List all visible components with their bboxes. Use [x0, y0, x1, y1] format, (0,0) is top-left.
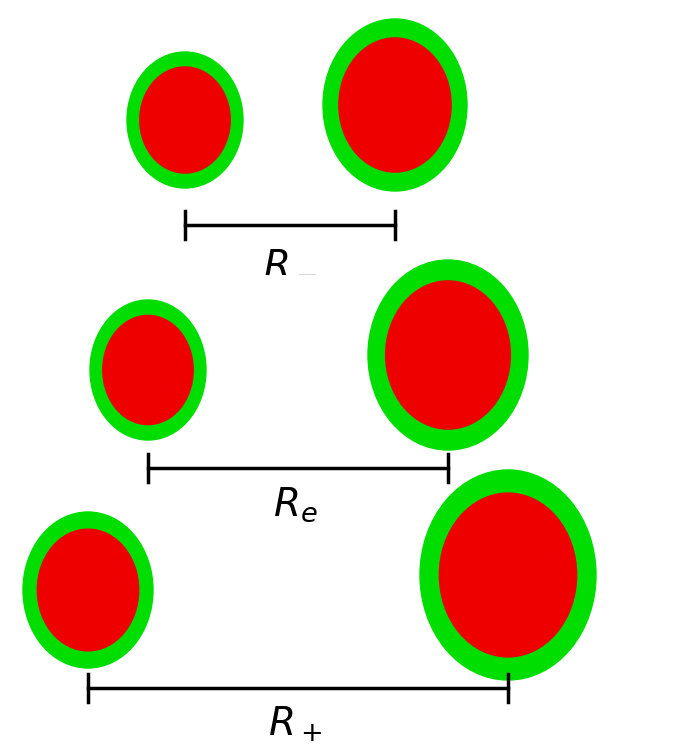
- Ellipse shape: [103, 315, 193, 425]
- Text: $R_e$: $R_e$: [273, 485, 318, 525]
- Text: $R_-$: $R_-$: [263, 243, 317, 280]
- Ellipse shape: [323, 19, 467, 191]
- Ellipse shape: [37, 529, 139, 651]
- Ellipse shape: [90, 300, 206, 440]
- Ellipse shape: [439, 493, 577, 657]
- Ellipse shape: [23, 512, 153, 668]
- Ellipse shape: [386, 281, 511, 429]
- Ellipse shape: [420, 470, 596, 680]
- Text: $R_+$: $R_+$: [268, 705, 322, 744]
- Ellipse shape: [339, 38, 451, 172]
- Ellipse shape: [140, 67, 231, 173]
- Ellipse shape: [368, 260, 528, 450]
- Ellipse shape: [127, 52, 243, 188]
